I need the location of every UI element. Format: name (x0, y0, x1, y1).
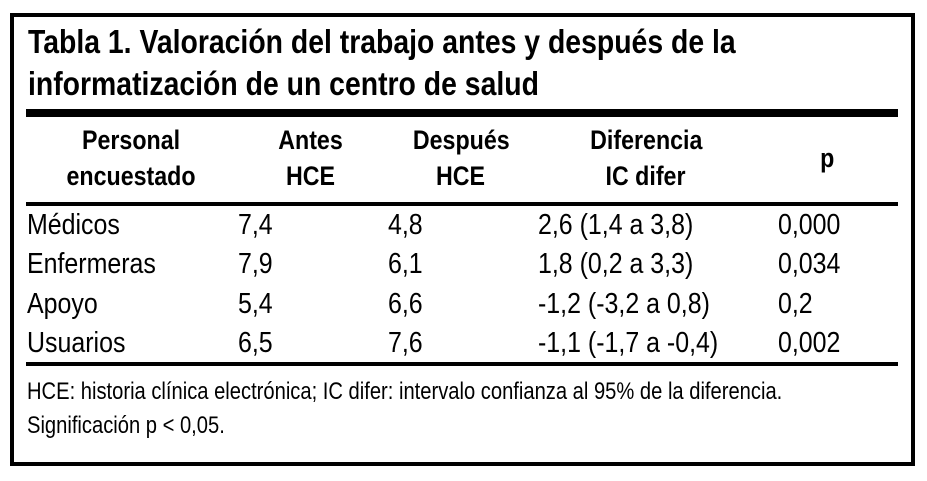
table-header: Personal encuestado Antes HCE Después HC… (26, 109, 898, 206)
cell-diferencia: 1,8 (0,2 a 3,3) (538, 247, 694, 280)
col-header-p: p (756, 109, 898, 206)
col-header-diferencia: Diferencia IC difer (536, 109, 756, 206)
table-title-line2: informatización de un centro de salud (28, 65, 539, 102)
table-title: Tabla 1. Valoración del trabajo antes y … (26, 17, 903, 109)
cell-despues: 6,1 (388, 247, 423, 280)
cell-diferencia: 2,6 (1,4 a 3,8) (538, 208, 694, 241)
cell-despues: 7,6 (386, 324, 536, 366)
cell-personal: Usuarios (26, 324, 236, 366)
cell-despues: 6,6 (388, 287, 423, 320)
col-header-despues: Después HCE (386, 109, 536, 206)
footnote-line2: Significación p < 0,05. (27, 412, 225, 439)
cell-diferencia: -1,2 (-3,2 a 0,8) (538, 287, 710, 320)
cell-p: 0,2 (778, 287, 813, 320)
table-row-usuarios: Usuarios 6,5 7,6 -1,1 (-1,7 a -0,4) 0,00… (26, 324, 898, 366)
cell-antes: 7,9 (238, 247, 273, 280)
data-table: Personal encuestado Antes HCE Después HC… (26, 109, 898, 366)
cell-personal: Enfermeras (27, 247, 156, 280)
cell-personal: Apoyo (27, 287, 98, 320)
table-row-apoyo: Apoyo 5,4 6,6 -1,2 (-3,2 a 0,8) 0,2 (26, 284, 898, 324)
footnote-line1: HCE: historia clínica electrónica; IC di… (27, 378, 783, 405)
col-header-antes: Antes HCE (236, 109, 386, 206)
cell-p: 0,000 (778, 208, 841, 241)
cell-antes: 7,4 (238, 208, 273, 241)
cell-personal: Médicos (27, 208, 120, 241)
table-row-enfermeras: Enfermeras 7,9 6,1 1,8 (0,2 a 3,3) 0,034 (26, 244, 898, 284)
footnote: HCE: historia clínica electrónica; IC di… (26, 366, 903, 443)
col-header-personal: Personal encuestado (26, 109, 236, 206)
header-row: Personal encuestado Antes HCE Después HC… (26, 109, 898, 206)
table-body: Médicos 7,4 4,8 2,6 (1,4 a 3,8) 0,000 En… (26, 204, 898, 366)
table-title-line1: Tabla 1. Valoración del trabajo antes y … (28, 23, 736, 60)
table-figure: Tabla 1. Valoración del trabajo antes y … (10, 13, 915, 466)
cell-diferencia: -1,1 (-1,7 a -0,4) (536, 324, 756, 366)
cell-p: 0,034 (778, 247, 841, 280)
cell-antes: 5,4 (238, 287, 273, 320)
cell-despues: 4,8 (388, 208, 423, 241)
cell-p: 0,002 (756, 324, 898, 366)
cell-antes: 6,5 (236, 324, 386, 366)
table-row-medicos: Médicos 7,4 4,8 2,6 (1,4 a 3,8) 0,000 (26, 204, 898, 244)
